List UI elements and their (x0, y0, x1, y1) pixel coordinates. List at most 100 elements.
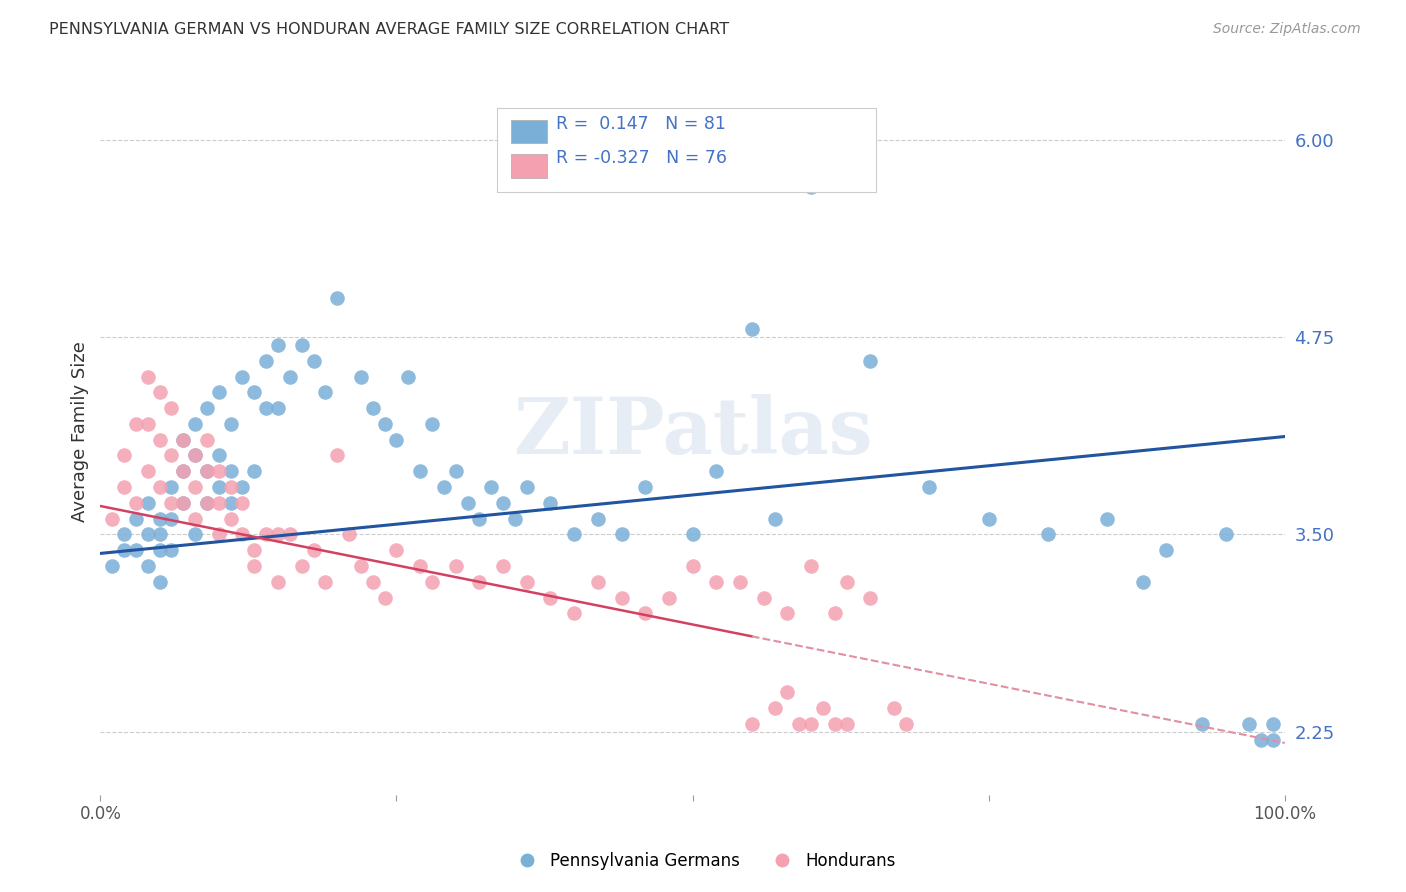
Text: R =  0.147   N = 81: R = 0.147 N = 81 (557, 115, 727, 134)
Point (516, 574, 538, 589)
Point (267, 338, 290, 352)
Point (219, 464, 242, 478)
Point (586, 574, 609, 589)
Point (136, 417, 159, 431)
Point (195, 401, 218, 416)
Point (433, 480, 456, 494)
Point (516, 480, 538, 494)
Point (219, 496, 242, 510)
Point (562, 607, 585, 621)
Point (231, 527, 253, 541)
Point (184, 417, 207, 431)
Point (195, 464, 218, 478)
Point (172, 496, 194, 510)
Point (883, 701, 905, 715)
Point (396, 369, 419, 384)
Point (1036, 527, 1059, 541)
Point (728, 574, 751, 589)
Point (918, 480, 941, 494)
Point (1261, 717, 1284, 731)
Legend: Pennsylvania Germans, Hondurans: Pennsylvania Germans, Hondurans (503, 846, 903, 877)
Point (752, 591, 775, 605)
Point (1215, 527, 1237, 541)
Point (658, 591, 681, 605)
Point (208, 449, 231, 463)
Point (302, 353, 325, 368)
Point (243, 559, 266, 574)
Point (361, 574, 384, 589)
Point (811, 701, 834, 715)
Point (350, 369, 373, 384)
Point (267, 401, 290, 416)
Point (420, 574, 443, 589)
Point (765, 511, 787, 525)
Point (184, 449, 207, 463)
Point (160, 480, 183, 494)
Point (326, 291, 349, 305)
Point (195, 496, 218, 510)
Point (160, 543, 183, 558)
Point (1095, 511, 1118, 525)
Point (538, 591, 561, 605)
Point (326, 449, 349, 463)
Point (385, 543, 408, 558)
Y-axis label: Average Family Size: Average Family Size (72, 342, 89, 522)
Point (800, 559, 823, 574)
Point (682, 559, 704, 574)
Point (112, 543, 135, 558)
Point (136, 464, 159, 478)
Point (278, 369, 301, 384)
Point (125, 496, 148, 510)
Point (125, 543, 148, 558)
Point (492, 559, 515, 574)
Point (101, 559, 124, 574)
Point (977, 511, 1000, 525)
Point (538, 496, 561, 510)
Point (172, 464, 194, 478)
Point (291, 559, 314, 574)
Point (776, 607, 799, 621)
Point (195, 464, 218, 478)
Point (374, 417, 396, 431)
FancyBboxPatch shape (512, 154, 547, 178)
Point (208, 496, 231, 510)
Point (302, 543, 325, 558)
Point (172, 496, 194, 510)
Point (231, 480, 253, 494)
Point (610, 591, 633, 605)
Point (267, 574, 290, 589)
Point (634, 480, 657, 494)
Point (208, 385, 231, 400)
Point (219, 511, 242, 525)
Point (562, 527, 585, 541)
Point (195, 496, 218, 510)
Point (136, 559, 159, 574)
Point (776, 685, 799, 699)
Point (704, 464, 727, 478)
Point (243, 543, 266, 558)
Point (1191, 717, 1213, 731)
Point (361, 401, 384, 416)
Point (254, 527, 277, 541)
Point (231, 369, 253, 384)
Point (254, 353, 277, 368)
Point (160, 401, 183, 416)
Point (208, 480, 231, 494)
Text: R = -0.327   N = 76: R = -0.327 N = 76 (557, 149, 727, 167)
Point (208, 527, 231, 541)
Point (741, 717, 763, 731)
Text: Source: ZipAtlas.com: Source: ZipAtlas.com (1213, 22, 1361, 37)
Point (457, 496, 479, 510)
Point (835, 574, 858, 589)
Point (503, 511, 526, 525)
Point (136, 369, 159, 384)
Text: ZIPatlas: ZIPatlas (513, 393, 872, 470)
FancyBboxPatch shape (512, 120, 547, 144)
Point (586, 511, 609, 525)
Text: PENNSYLVANIA GERMAN VS HONDURAN AVERAGE FAMILY SIZE CORRELATION CHART: PENNSYLVANIA GERMAN VS HONDURAN AVERAGE … (49, 22, 730, 37)
Point (894, 717, 917, 731)
FancyBboxPatch shape (498, 109, 876, 192)
Point (148, 385, 170, 400)
Point (1132, 574, 1154, 589)
Point (704, 574, 727, 589)
